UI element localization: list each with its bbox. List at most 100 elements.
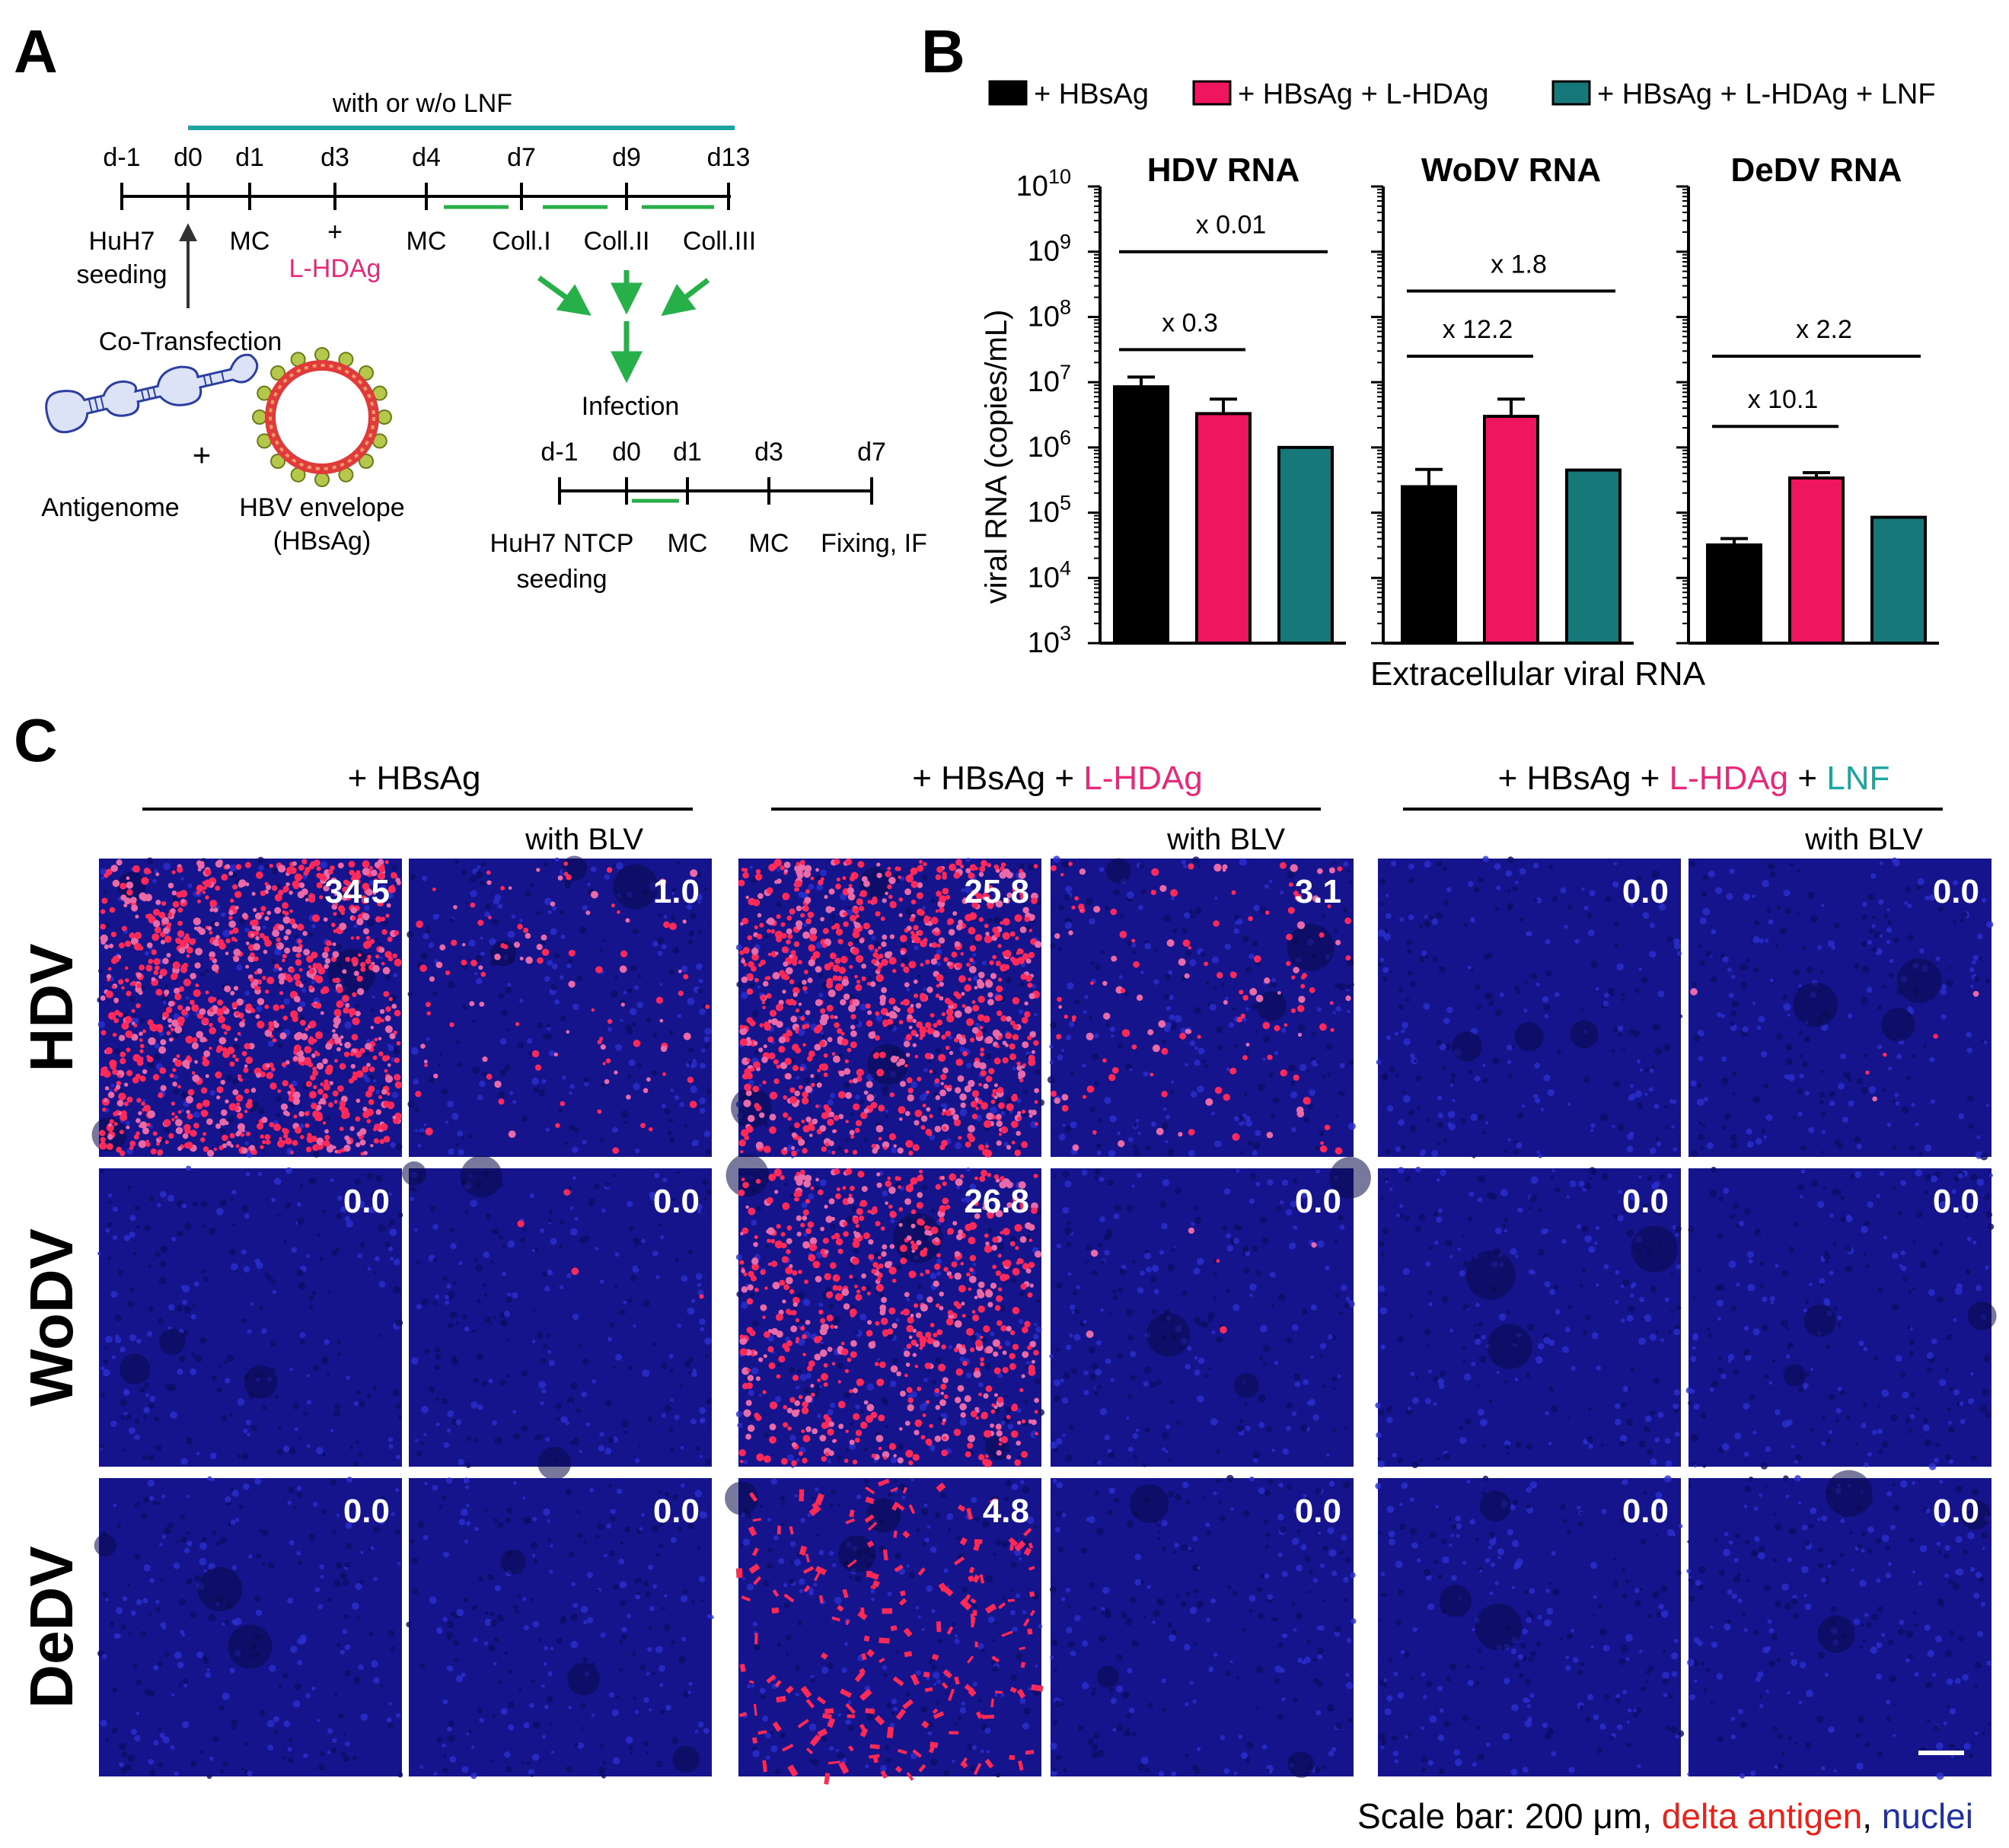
antigen-spot: [155, 965, 160, 970]
nucleus-dot: [885, 1109, 889, 1113]
nucleus-dot: [1693, 1034, 1700, 1041]
tl1-coll-1: Coll.I: [492, 227, 550, 256]
y-tick-base: 10: [1028, 236, 1060, 268]
antigen-spot: [968, 1136, 975, 1142]
antigen-spot: [283, 1015, 288, 1020]
antigen-spot: [185, 1036, 193, 1043]
antigen-spot: [1230, 971, 1237, 978]
nucleus-dot: [473, 1330, 476, 1333]
nucleus-dot: [647, 1416, 652, 1422]
antigen-spot: [282, 1128, 286, 1133]
nucleus-dot: [229, 1413, 232, 1416]
nucleus-dot: [1796, 912, 1800, 916]
antigen-spot: [351, 1064, 356, 1069]
nucleus-dot: [196, 1451, 199, 1455]
antigen-spot: [899, 913, 903, 917]
nucleus-dot: [540, 1401, 544, 1406]
nucleus-dot: [337, 1353, 341, 1356]
nucleus-dot: [633, 1022, 636, 1026]
y-tick-exponent: 4: [1060, 556, 1071, 579]
antigen-spot: [336, 1000, 343, 1008]
antigen-spot: [269, 864, 273, 868]
antigen-spot: [262, 976, 266, 980]
nucleus-dot: [411, 1357, 419, 1365]
antigen-spot: [866, 1081, 873, 1088]
nucleus-dot: [1151, 1122, 1156, 1127]
antigen-spot: [480, 972, 486, 977]
nucleus-dot: [297, 1218, 305, 1225]
nucleus-dot: [1664, 1105, 1668, 1109]
antigen-spot: [853, 1104, 859, 1110]
antigen-spot: [327, 1065, 333, 1072]
nucleus-dot: [246, 1172, 250, 1177]
nucleus-dot: [872, 935, 876, 940]
nucleus-dot: [519, 999, 523, 1002]
antigen-spot: [126, 991, 131, 996]
antigen-spot: [169, 1037, 173, 1041]
antigen-spot: [122, 926, 127, 931]
nucleus-dot: [271, 959, 276, 964]
antigen-spot: [256, 1072, 261, 1078]
nucleus-dot: [1095, 1143, 1101, 1149]
nucleus-dot: [499, 1091, 505, 1098]
antigen-spot: [974, 986, 978, 989]
nucleus-dot: [456, 1321, 459, 1324]
antigen-spot: [286, 867, 294, 875]
antigen-spot: [1151, 890, 1156, 895]
nucleus-dot: [1946, 980, 1953, 987]
antigen-spot: [279, 991, 283, 995]
antigen-spot: [322, 1141, 327, 1145]
antigen-spot: [1060, 873, 1063, 876]
antigen-spot: [383, 967, 391, 974]
nucleus-dot: [435, 1397, 440, 1401]
nucleus-dot: [1350, 983, 1354, 986]
nucleus-dot: [1066, 1034, 1072, 1040]
antigen-spot: [839, 967, 846, 973]
nucleus-dot: [245, 1142, 249, 1145]
nucleus-dot: [1085, 995, 1089, 999]
nucleus-dot: [1140, 970, 1144, 974]
antigen-spot: [936, 993, 940, 998]
nucleus-dot: [1915, 1123, 1919, 1126]
antigen-spot: [1028, 983, 1033, 988]
antigen-spot: [196, 891, 199, 894]
nucleus-dot: [1536, 1151, 1540, 1155]
antigen-spot: [141, 877, 148, 884]
nucleus-dot: [1797, 1088, 1803, 1094]
antigen-spot: [792, 961, 797, 966]
nucleus-dot: [1783, 890, 1790, 897]
nucleus-dot: [1403, 1095, 1411, 1103]
nucleus-dot: [923, 988, 926, 991]
antigen-spot: [1293, 1075, 1299, 1081]
nucleus-dot: [1650, 922, 1655, 928]
antigen-spot: [334, 1100, 338, 1104]
nucleus-dot: [541, 1389, 546, 1394]
antigen-spot: [342, 995, 349, 1002]
nucleus-dot: [1005, 1407, 1012, 1413]
nucleus-dot: [163, 1000, 167, 1004]
nucleus-dot: [263, 926, 266, 929]
nucleus-dot: [1708, 871, 1715, 878]
nucleus-dot: [1263, 1035, 1270, 1042]
nucleus-dot: [230, 1198, 234, 1202]
nucleus-dot: [388, 1444, 393, 1448]
antigen-spot: [904, 968, 909, 973]
nucleus-dot: [1698, 1056, 1704, 1062]
group-header-part: L-HDAg: [1083, 760, 1203, 797]
nucleus-dot: [905, 908, 911, 914]
nucleus-dot: [1643, 912, 1650, 919]
antigen-spot: [269, 1122, 274, 1127]
nucleus-dot: [1515, 881, 1519, 884]
nucleus-dot: [195, 1355, 202, 1362]
antigen-spot: [834, 1015, 838, 1019]
nucleus-dot: [1408, 864, 1414, 870]
antigen-spot: [381, 1089, 387, 1094]
nucleus-dot: [372, 996, 375, 999]
nucleus-dot: [470, 1401, 477, 1408]
nucleus-dot: [232, 1078, 238, 1084]
antigen-spot: [799, 1085, 803, 1090]
antigen-spot: [909, 874, 913, 878]
nucleus-dot: [289, 1448, 296, 1455]
antigen-spot: [968, 927, 976, 935]
nucleus-dot: [210, 1452, 217, 1459]
